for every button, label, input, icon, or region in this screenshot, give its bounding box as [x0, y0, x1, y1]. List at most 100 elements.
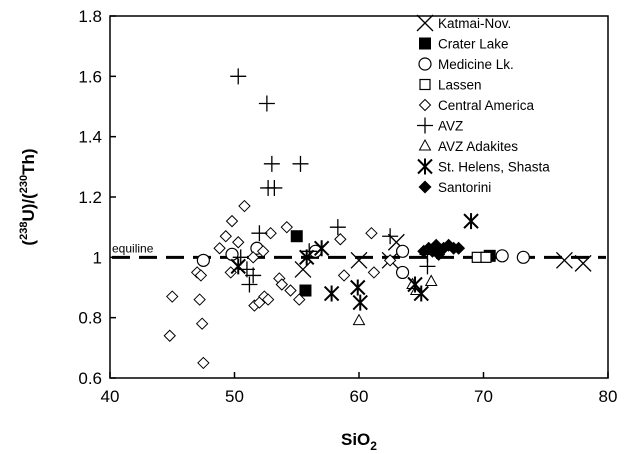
point-crater-lake [299, 284, 312, 297]
point-central-america [256, 245, 270, 258]
point-central-america [197, 356, 210, 370]
legend-marker-medicine-lk [418, 57, 432, 71]
legend-label-avz: AVZ [438, 119, 463, 134]
point-central-america [246, 251, 260, 264]
data-points [163, 68, 592, 370]
y-axis-title-part3: Th) [19, 148, 38, 174]
point-central-america [213, 242, 226, 255]
legend-label-santorini: Santorini [438, 180, 491, 195]
point-st-helens-shasta [413, 285, 429, 302]
legend-marker-avz-adakites [418, 138, 432, 151]
y-tick-label: 0.6 [78, 369, 102, 388]
point-st-helens-shasta [313, 240, 330, 257]
x-axis-title: SiO2 [341, 430, 377, 453]
y-tick-label: 0.8 [78, 309, 102, 328]
point-medicine-lk [395, 265, 410, 280]
legend-label-crater-lake: Crater Lake [438, 37, 509, 52]
legend-label-central-america: Central America [438, 98, 535, 113]
legend-label-lassen: Lassen [438, 78, 482, 93]
x-tick-label: 70 [474, 387, 493, 406]
point-avz [245, 267, 262, 284]
point-avz-adakites [352, 313, 366, 326]
point-central-america [334, 233, 347, 246]
point-st-helens-shasta [299, 249, 315, 266]
point-avz [263, 155, 280, 172]
point-katmai-nov [574, 254, 592, 272]
x-tick-label: 60 [350, 387, 369, 406]
point-st-helens-shasta [463, 213, 479, 230]
point-avz-adakites [424, 274, 438, 286]
y-tick-label: 1.8 [78, 7, 102, 26]
y-tick-label: 1.6 [78, 67, 102, 86]
y-axis-title-sup1: 238 [18, 222, 30, 240]
point-central-america [219, 230, 232, 243]
legend-marker-avz [417, 117, 433, 134]
point-avz [301, 243, 318, 260]
point-avz [329, 219, 346, 236]
legend-label-st-helens-shasta: St. Helens, Shasta [438, 160, 550, 175]
point-central-america [261, 293, 275, 306]
point-central-america [337, 269, 351, 282]
legend-marker-crater-lake [419, 37, 431, 50]
point-central-america [238, 199, 251, 213]
point-central-america [224, 266, 237, 279]
legend-marker-st-helens-shasta [417, 158, 433, 175]
legend: Katmai-Nov. Crater Lake Medicine Lk. Lassen… [416, 14, 550, 195]
point-crater-lake [290, 230, 303, 243]
point-avz [266, 179, 283, 196]
x-tick-label: 50 [225, 387, 244, 406]
point-lassen [480, 251, 492, 263]
point-central-america [225, 214, 239, 228]
legend-marker-lassen [419, 78, 431, 91]
legend-label-avz-adakites: AVZ Adakites [438, 139, 518, 154]
legend-label-medicine-lk: Medicine Lk. [438, 57, 514, 72]
y-tick-label: 1 [93, 248, 102, 267]
point-central-america [367, 266, 381, 279]
x-tick-label: 40 [101, 387, 120, 406]
point-katmai-nov [555, 251, 573, 269]
point-medicine-lk [225, 247, 239, 261]
point-central-america [195, 317, 209, 330]
x-axis-title-subscript: 2 [370, 439, 377, 453]
point-central-america [193, 293, 206, 306]
legend-marker-santorini [418, 180, 432, 194]
point-santorini [452, 241, 466, 255]
point-katmai-nov [294, 260, 312, 278]
x-axis-title-main: SiO [341, 430, 370, 449]
y-axis-title: (238U)/(230Th) [18, 148, 38, 245]
point-katmai-nov [350, 251, 368, 269]
y-axis-title-part2: U)/( [19, 193, 38, 222]
point-st-helens-shasta [407, 276, 423, 293]
point-central-america [275, 278, 289, 291]
point-st-helens-shasta [350, 279, 366, 296]
y-tick-label: 1.4 [78, 128, 102, 147]
point-st-helens-shasta [323, 285, 340, 302]
point-medicine-lk [395, 244, 410, 258]
y-axis-title-part1: ( [19, 240, 38, 246]
point-avz [251, 225, 268, 242]
legend-label-katmai-nov: Katmai-Nov. [438, 16, 511, 31]
point-st-helens-shasta [352, 294, 368, 311]
legend-marker-central-america [418, 98, 432, 112]
point-avz [382, 228, 399, 245]
point-central-america [232, 236, 245, 249]
point-medicine-lk [516, 250, 530, 264]
point-central-america [166, 290, 179, 303]
x-axis: 40 50 60 70 80 [101, 372, 617, 406]
point-medicine-lk [196, 253, 210, 267]
legend-marker-katmai-nov [416, 14, 434, 32]
y-tick-label: 1.2 [78, 188, 102, 207]
point-avz [258, 95, 275, 112]
equiline-label: equiline [112, 241, 154, 255]
y-axis: 0.6 0.8 1 1.2 1.4 1.6 1.8 [78, 7, 116, 388]
point-central-america [194, 269, 208, 282]
point-avz [241, 276, 258, 293]
point-avz [292, 155, 309, 172]
point-central-america [284, 284, 297, 297]
point-central-america [163, 329, 176, 342]
point-central-america [264, 226, 277, 240]
point-central-america [293, 293, 306, 306]
y-axis-title-sup2: 230 [18, 175, 30, 193]
point-central-america [280, 220, 293, 234]
